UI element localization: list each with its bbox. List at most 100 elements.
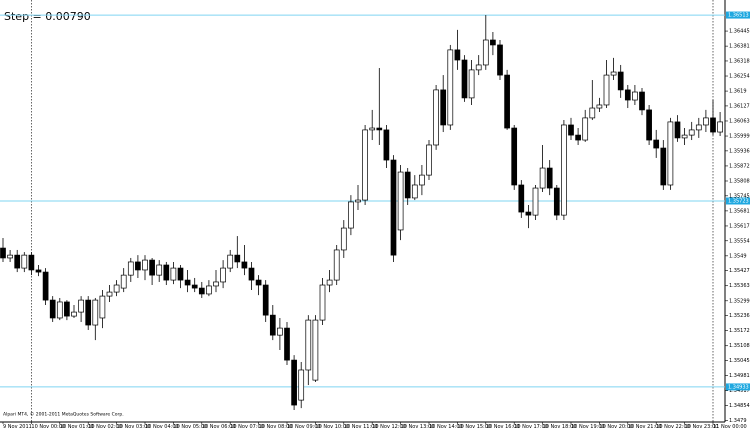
candle-body [163,264,170,281]
x-tick-label: 10 Nov 12:00 [372,424,406,429]
candle-body [603,74,610,106]
y-tick-label: 1.36127 [729,103,750,109]
x-tick-label: 10 Nov 15:00 [457,424,491,429]
candle-body [589,107,596,119]
x-tick-label: 10 Nov 22:00 [656,424,690,429]
candle-body [419,174,425,186]
y-tick-label: 1.35999 [729,134,750,140]
x-tick-label: 10 Nov 14:00 [429,424,463,429]
y-tick-label: 1.35554 [729,238,750,244]
candle-body [312,319,319,381]
candle-body [21,254,28,269]
x-tick-label: 10 Nov 13:00 [401,424,435,429]
candle-body [319,284,326,321]
candle-body [376,127,383,131]
candle-body [667,121,674,186]
y-tick-label: 1.36254 [729,74,750,80]
level-price-label: 1.35723 [728,198,749,204]
y-tick-label: 1.34981 [729,373,750,379]
candle-body [653,139,660,149]
candle-body [568,124,574,136]
x-tick-label: 10 Nov 10:00 [315,424,349,429]
x-tick-label: 10 Nov 06:00 [202,424,236,429]
candle-body [461,59,468,99]
candle-body [717,121,723,133]
y-tick-label: 1.35427 [729,268,750,274]
candle-body [674,121,681,139]
candle-body [305,319,312,371]
candle-body [404,171,411,199]
level-price-label: 1.36513 [728,13,749,19]
x-tick-label: 10 Nov 08:00 [259,424,293,429]
candle-body [468,69,475,99]
candle-body [553,187,560,216]
candle-body [369,127,376,131]
candle-body [390,159,397,256]
candle-body [135,261,141,271]
candle-body [433,89,439,146]
candle-body [426,144,432,176]
candle-body [64,301,70,317]
candle-body [632,91,638,101]
candle-body [525,211,532,216]
y-tick-label: 1.35299 [729,298,750,304]
candle-body [703,117,709,126]
candle-body [695,124,702,131]
candle-body [340,227,347,251]
x-tick-label: 10 Nov 04:00 [145,424,179,429]
candle-body [234,254,241,263]
candle-body [241,261,248,269]
candle-body [688,129,695,136]
x-tick-label: 10 Nov 00:00 [31,424,65,429]
y-tick-label: 1.36318 [729,58,750,64]
x-tick-label: 10 Nov 20:00 [599,424,633,429]
candle-body [518,184,525,213]
x-tick-label: 10 Nov 16:00 [486,424,520,429]
candle-body [7,254,13,259]
candle-body [113,284,120,293]
candle-body [220,267,226,283]
candle-body [213,281,219,287]
candle-body [248,267,255,281]
y-tick-label: 1.35745 [729,193,750,199]
candle-body [497,44,503,76]
y-tick-label: 1.35808 [729,178,750,184]
candle-body [660,147,667,186]
candle-body [255,279,262,286]
candle-body [35,269,42,273]
y-tick-label: 1.35681 [729,208,750,214]
candle-body [440,89,447,126]
level-price-label: 1.34933 [728,384,749,390]
candle-body [0,247,6,259]
y-tick-label: 1.35936 [729,148,750,154]
candle-body [539,167,546,189]
candle-body [596,104,603,109]
candle-body [333,249,340,281]
x-tick-label: 9 Nov 2011 [3,424,32,429]
candle-body [575,134,581,141]
candle-body [326,279,333,286]
x-tick-label: 10 Nov 18:00 [543,424,577,429]
y-tick-label: 1.34917 [729,388,750,394]
x-tick-label: 10 Nov 21:00 [628,424,662,429]
candle-body [546,167,553,189]
y-tick-label: 1.3549 [729,253,747,259]
x-tick-label: 10 Nov 23:00 [685,424,719,429]
candle-body [49,299,56,319]
candle-body [269,314,276,336]
candle-body [227,254,234,269]
x-tick-label: 10 Nov 09:00 [287,424,321,429]
candle-body [646,109,652,141]
y-tick-label: 1.35363 [729,283,750,289]
candle-body [42,271,49,301]
candle-body [291,359,297,406]
candle-body [624,89,631,101]
candle-body [277,327,283,336]
candle-body [156,264,163,276]
candle-body [617,71,624,91]
candle-body [170,267,177,281]
y-tick-label: 1.35236 [729,313,750,319]
candle-body [475,64,482,71]
